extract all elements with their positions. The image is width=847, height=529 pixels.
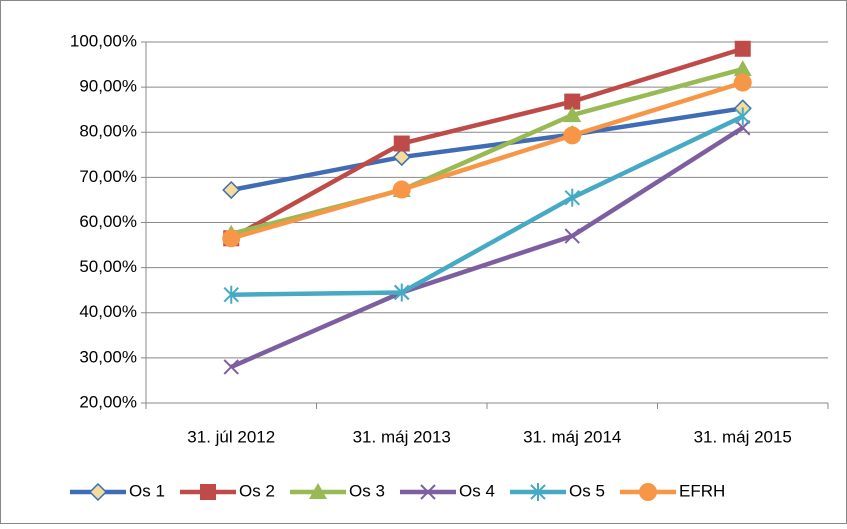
- y-tick-label: 90,00%: [79, 77, 137, 96]
- legend-label: EFRH: [679, 481, 725, 500]
- series-line: [230, 106, 744, 193]
- data-point: [733, 60, 752, 77]
- data-point: [735, 120, 751, 136]
- series-line: [230, 80, 744, 241]
- marker-shape: [564, 188, 580, 207]
- data-point: [392, 148, 411, 167]
- data-point: [564, 93, 581, 110]
- marker-shape: [88, 482, 108, 502]
- data-point: [564, 188, 580, 207]
- x-tick-label: 31. júl 2012: [187, 427, 275, 446]
- marker-shape: [392, 180, 411, 199]
- data-point: [563, 106, 582, 123]
- series-line: [230, 125, 744, 369]
- legend-marker: [309, 483, 327, 499]
- legend-label: Os 4: [459, 481, 495, 500]
- marker-shape: [733, 73, 752, 92]
- legend-marker: [200, 484, 216, 500]
- y-tick-label: 20,00%: [79, 392, 137, 411]
- legend-marker: [420, 484, 436, 500]
- legend-label: Os 2: [239, 481, 275, 500]
- marker-shape: [530, 483, 546, 501]
- marker-shape: [420, 484, 436, 500]
- marker-shape: [564, 93, 581, 110]
- legend-marker: [639, 483, 657, 501]
- legend-marker: [88, 482, 108, 502]
- data-point: [393, 135, 410, 152]
- x-tick-label: 31. máj 2013: [353, 427, 451, 446]
- y-tick-label: 80,00%: [79, 122, 137, 141]
- y-tick-label: 50,00%: [79, 257, 137, 276]
- x-tick-label: 31. máj 2015: [694, 427, 792, 446]
- data-point: [223, 285, 239, 304]
- marker-shape: [393, 135, 410, 152]
- marker-shape: [639, 483, 657, 501]
- data-point: [394, 283, 410, 302]
- data-point: [563, 126, 582, 145]
- marker-shape: [394, 283, 410, 302]
- legend-marker: [530, 483, 546, 501]
- marker-shape: [223, 359, 239, 375]
- y-tick-label: 40,00%: [79, 302, 137, 321]
- legend-label: Os 3: [349, 481, 385, 500]
- data-point: [222, 229, 241, 248]
- marker-shape: [733, 60, 752, 77]
- data-point: [392, 180, 411, 199]
- data-point: [223, 359, 239, 375]
- marker-shape: [563, 126, 582, 145]
- marker-shape: [734, 40, 751, 57]
- data-point: [222, 180, 241, 200]
- marker-shape: [222, 229, 241, 248]
- y-tick-label: 30,00%: [79, 347, 137, 366]
- data-point: [734, 40, 751, 57]
- y-tick-label: 60,00%: [79, 212, 137, 231]
- marker-shape: [309, 483, 327, 499]
- marker-shape: [735, 120, 751, 136]
- series-line: [230, 46, 744, 241]
- marker-shape: [200, 484, 216, 500]
- marker-shape: [222, 180, 241, 200]
- marker-shape: [563, 106, 582, 123]
- y-tick-label: 70,00%: [79, 167, 137, 186]
- data-point: [733, 73, 752, 92]
- x-tick-label: 31. máj 2014: [523, 427, 621, 446]
- marker-shape: [223, 285, 239, 304]
- y-tick-label: 100,00%: [70, 31, 137, 50]
- series-line: [231, 114, 744, 297]
- marker-shape: [735, 107, 751, 126]
- marker-shape: [564, 228, 580, 244]
- data-point: [564, 228, 580, 244]
- legend-label: Os 5: [569, 481, 605, 500]
- data-point: [735, 107, 751, 126]
- legend-label: Os 1: [129, 481, 165, 500]
- marker-shape: [392, 148, 411, 167]
